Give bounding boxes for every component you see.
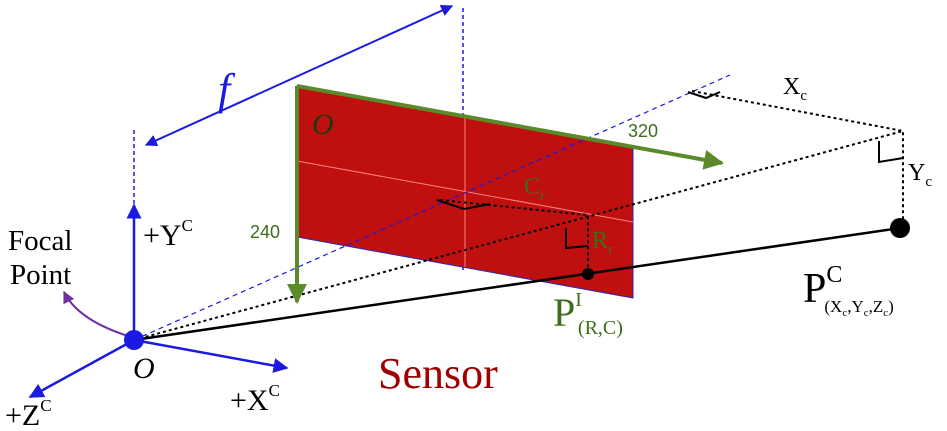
image-point-label: PI (R,C) [553, 289, 623, 339]
image-rr-rightangle [565, 228, 589, 250]
world-yc-rightangle [878, 141, 904, 164]
ray-image-corner [133, 130, 904, 341]
focal-length-arrow [144, 5, 454, 146]
focal-length-label: f [218, 65, 236, 114]
focal-point-label-line2: Point [10, 259, 71, 291]
ray-world-point [133, 226, 901, 342]
image-width-arrow [296, 84, 724, 170]
row-offset-label: Rr [592, 228, 613, 258]
y-axis-label: +YC [143, 216, 193, 252]
focal-point-pointer [63, 290, 129, 337]
world-x-label: Xc [783, 74, 807, 104]
optical-axis [133, 74, 731, 341]
sensor-label: Sensor [378, 349, 498, 398]
focal-point-label-line1: Focal [8, 225, 72, 257]
image-point-dot [582, 268, 594, 280]
x-axis-label: +XC [230, 381, 280, 417]
world-xc-guide [691, 90, 904, 228]
world-y-label: Yc [908, 160, 932, 190]
world-point-label: PC (Xc,Yc,Zc) [803, 262, 894, 319]
image-width-label: 320 [628, 121, 658, 141]
image-origin-label: O [312, 108, 334, 141]
image-height-label: 240 [250, 222, 280, 242]
image-cr-rightangle [436, 199, 491, 211]
camera-z-axis [28, 338, 135, 399]
focal-point-dot [124, 330, 144, 350]
world-xc-rightangle [687, 91, 721, 100]
world-point-dot [890, 218, 910, 238]
z-axis-label: +ZC [5, 396, 52, 431]
col-offset-label: Cr [524, 174, 545, 204]
camera-x-axis [133, 338, 289, 373]
camera-origin-label: O [133, 352, 155, 385]
